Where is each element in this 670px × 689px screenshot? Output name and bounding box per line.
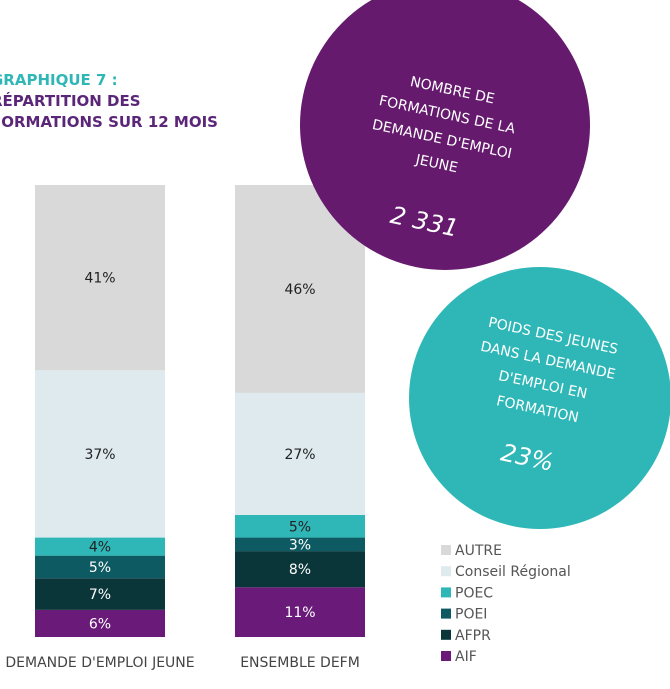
value-label: 6% <box>89 616 111 632</box>
bar-segment <box>235 392 365 515</box>
subtitle-line: FORMATIONS SUR 12 MOIS <box>0 113 218 131</box>
value-label: 4% <box>89 540 111 556</box>
legend-label: POEC <box>455 585 493 601</box>
legend-label: Conseil Régional <box>455 564 571 580</box>
value-label: 8% <box>289 562 311 578</box>
bar-segment <box>235 537 365 552</box>
bar-segment <box>35 537 165 556</box>
bar-segment <box>35 578 165 610</box>
legend-label: AUTRE <box>455 543 502 559</box>
legend-swatch <box>441 608 451 619</box>
x-tick-label: DEMANDE D'EMPLOI JEUNE <box>5 655 195 671</box>
value-label: 11% <box>284 605 315 621</box>
legend-swatch <box>441 566 451 577</box>
bar-segment <box>235 587 365 637</box>
legend-swatch <box>441 587 451 598</box>
x-tick-label: ENSEMBLE DEFM <box>240 655 360 671</box>
bar-segment <box>235 551 365 588</box>
legend-label: AFPR <box>455 628 491 644</box>
value-label: 27% <box>284 447 315 463</box>
title-block: GRAPHIQUE 7 : RÉPARTITION DES FORMATIONS… <box>0 70 218 133</box>
legend-swatch <box>441 545 451 555</box>
bar-segment <box>35 185 165 371</box>
legend-swatch <box>441 629 451 640</box>
value-label: 41% <box>84 271 115 287</box>
legend-label: AIF <box>455 649 477 665</box>
bar-segment <box>35 609 165 637</box>
bar-segment <box>235 514 365 538</box>
bar-segment <box>35 555 165 579</box>
value-label: 46% <box>284 282 315 298</box>
subtitle-line: RÉPARTITION DES <box>0 92 141 110</box>
bar-segment <box>35 370 165 538</box>
callout-circle <box>409 267 670 529</box>
legend-swatch <box>441 651 451 661</box>
value-label: 7% <box>89 587 111 603</box>
value-label: 3% <box>289 537 311 553</box>
callout-circle <box>300 0 590 270</box>
value-label: 5% <box>289 519 311 535</box>
value-label: 5% <box>89 560 111 576</box>
legend-label: POEI <box>455 607 487 623</box>
value-label: 37% <box>84 447 115 463</box>
chart-title: GRAPHIQUE 7 : <box>0 71 118 89</box>
